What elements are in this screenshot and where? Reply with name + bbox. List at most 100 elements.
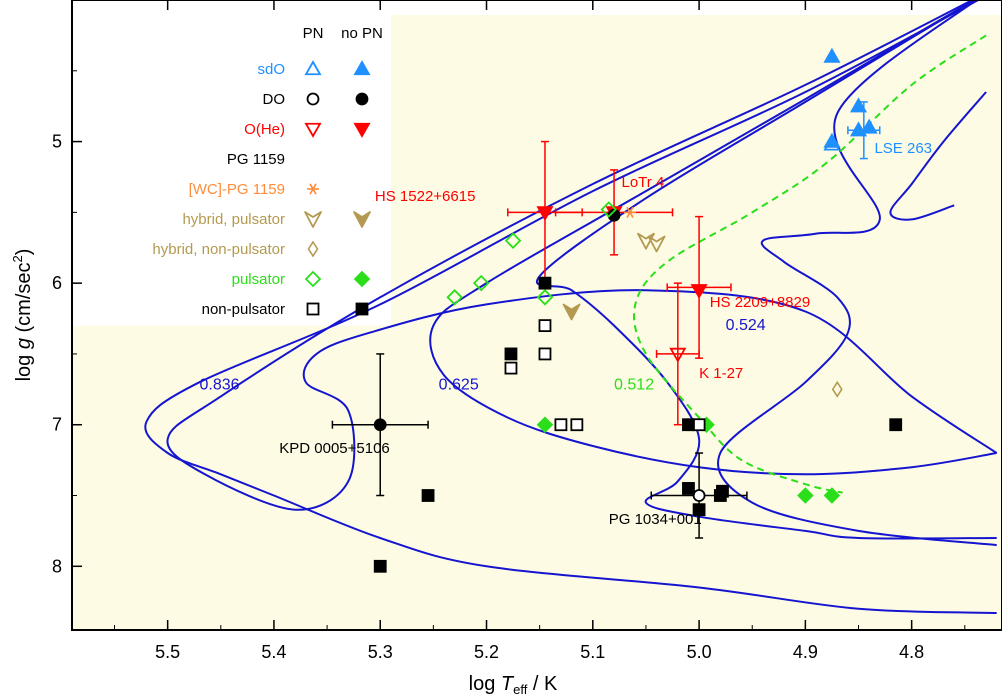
legend-marker-pn — [304, 60, 322, 76]
legend-marker-nopn — [353, 270, 371, 288]
legend-label: hybrid, pulsator — [182, 211, 285, 228]
point-np-f9 — [692, 503, 706, 517]
track-label-3: 0.512 — [614, 376, 654, 393]
point-puls-o5 — [600, 201, 618, 218]
track-label-1: 0.836 — [200, 376, 240, 393]
point-np-o3 — [504, 361, 518, 375]
point-np-o4 — [554, 418, 568, 432]
annotation-label: PG 1034+001 — [609, 511, 702, 528]
legend-marker-nopn — [353, 211, 371, 228]
point-np-f6 — [682, 482, 695, 495]
axes: 5.5 5.4 5.3 5.2 5.1 5.0 4.9 4.8 5 6 7 8 — [52, 0, 1002, 662]
point-hyb-3 — [562, 303, 581, 321]
legend-marker-pn — [306, 92, 320, 106]
legend-label: non-pulsator — [202, 301, 285, 318]
point-np-o2 — [538, 347, 552, 361]
point-puls-f3 — [797, 487, 814, 504]
annotations: HS 1522+6615 LoTr 4 HS 2209+8829 K 1-27 LSE … — [279, 140, 932, 528]
point-LSE263 — [860, 118, 878, 134]
x-tick-label: 5.4 — [261, 642, 286, 662]
legend-col-pn: PN — [303, 25, 324, 42]
point-sdO-PN — [823, 135, 841, 151]
legend-label: O(He) — [244, 121, 285, 138]
point-hyb-2 — [647, 235, 666, 253]
legend-marker-pn — [307, 183, 319, 195]
track-1 — [166, 0, 998, 511]
point-np-f2 — [504, 347, 518, 361]
point-HS1522 — [536, 206, 554, 222]
point-puls-f4 — [823, 487, 841, 504]
point-np-o5 — [570, 418, 584, 432]
track-5 — [717, 0, 997, 547]
legend-marker-pn — [307, 240, 319, 258]
point-puls-o1 — [446, 289, 463, 306]
legend: PN no PN sdO DO O(He) PG 1159 [WC]-PG 1159 hybr… — [152, 25, 382, 318]
legend-marker-nopn — [355, 92, 369, 106]
error-bar — [655, 282, 700, 426]
x-tick-label: 4.8 — [899, 642, 924, 662]
plot-fill — [72, 15, 1002, 630]
point-puls-f1 — [536, 416, 554, 433]
legend-label: PG 1159 — [227, 151, 285, 168]
x-tick-label: 5.3 — [368, 642, 393, 662]
y-tick-label: 6 — [52, 273, 62, 293]
annotation-label: LSE 263 — [874, 140, 932, 157]
point-np-f10 — [889, 418, 903, 432]
annotation-label: HS 1522+6615 — [375, 188, 476, 205]
point-HS2209 — [690, 284, 708, 300]
legend-marker-nopn — [355, 302, 369, 316]
point-puls-o4 — [536, 289, 554, 306]
track-3 — [429, 0, 997, 476]
point-np-f4 — [421, 489, 435, 502]
legend-label: DO — [263, 91, 286, 108]
point-sdO-2 — [849, 97, 868, 113]
track-label-2: 0.625 — [439, 376, 479, 393]
legend-label: hybrid, non-pulsator — [152, 241, 285, 258]
point-hyb-np — [831, 380, 843, 398]
y-tick-label: 7 — [52, 415, 62, 435]
x-tick-label: 4.9 — [793, 642, 818, 662]
y-axis-label: log g (cm/sec2) — [10, 249, 35, 382]
track-6 — [889, 91, 987, 221]
point-KPD0005 — [373, 418, 387, 432]
x-tick-label: 5.2 — [474, 642, 499, 662]
data-points — [373, 47, 903, 573]
point-np-f8 — [716, 484, 729, 498]
legend-label: pulsator — [232, 271, 285, 288]
track-2 — [144, 0, 997, 614]
x-tick-label: 5.5 — [155, 642, 180, 662]
annotation-label: LoTr 4 — [621, 174, 664, 191]
y-tick-label: 5 — [52, 132, 62, 152]
point-PG1034 — [692, 489, 706, 502]
point-sdO-1 — [823, 47, 841, 63]
track-label-4: 0.524 — [726, 317, 766, 334]
legend-marker-pn — [304, 122, 322, 138]
annotation-label: HS 2209+8829 — [710, 294, 811, 311]
evolutionary-tracks: 0.836 0.625 0.512 0.524 — [144, 0, 998, 614]
point-K1-27 — [669, 347, 687, 363]
plot-frame — [71, 0, 1002, 631]
legend-marker-nopn — [353, 60, 371, 76]
point-hyb-1 — [637, 232, 655, 250]
legend-marker-pn — [306, 302, 320, 316]
x-tick-label: 5.1 — [580, 642, 605, 662]
point-np-o6 — [692, 418, 706, 432]
legend-marker-nopn — [353, 122, 371, 138]
point-puls-o2 — [472, 274, 490, 292]
legend-label: sdO — [257, 61, 285, 78]
legend-col-nopn: no PN — [341, 25, 383, 42]
legend-label: [WC]-PG 1159 — [189, 181, 285, 198]
y-tick-label: 8 — [52, 556, 62, 576]
point-np-f5 — [682, 418, 695, 432]
point-np-o1 — [538, 319, 552, 333]
annotation-label: K 1-27 — [699, 365, 743, 382]
x-tick-label: 5.0 — [687, 642, 712, 662]
legend-marker-pn — [304, 211, 322, 228]
point-puls-o3 — [504, 232, 522, 249]
legend-marker-pn — [304, 270, 322, 288]
annotation-label: KPD 0005+5106 — [279, 440, 390, 457]
point-WC-1 — [624, 206, 636, 218]
x-axis-label: log Teff / K — [469, 673, 558, 696]
point-np-f3 — [373, 559, 387, 573]
